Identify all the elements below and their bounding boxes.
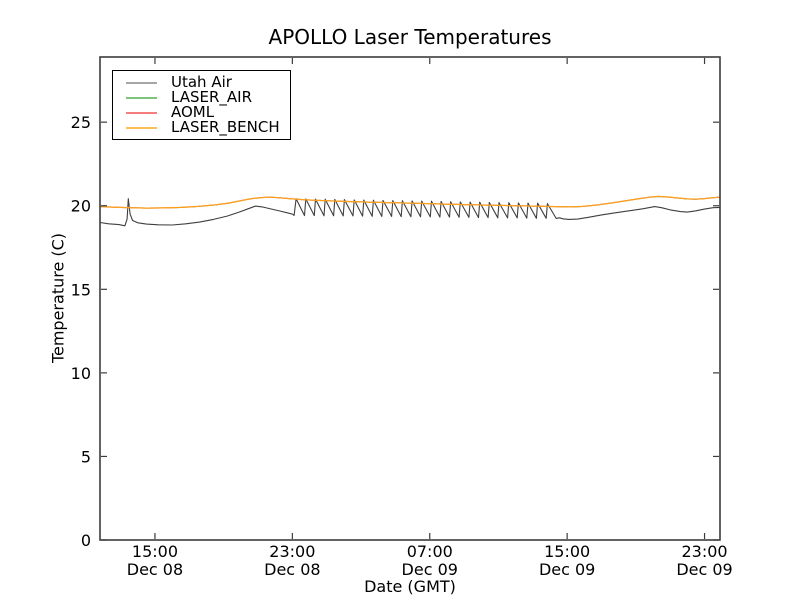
x-tick-label-date: Dec 08 [127, 560, 183, 579]
x-tick-label-time: 23:00 [681, 542, 727, 561]
x-tick-label-date: Dec 09 [402, 560, 458, 579]
y-tick-label: 10 [71, 364, 91, 383]
legend-label: LASER_BENCH [171, 118, 280, 136]
legend-box: Utah Air LASER_AIR AOML LASER_BENCH [112, 70, 291, 140]
y-tick-label: 0 [81, 531, 91, 550]
legend-label: AOML [171, 103, 215, 121]
legend-line-sample [126, 111, 157, 114]
legend-item-utah-air: Utah Air [119, 75, 284, 90]
x-tick-label-time: 15:00 [132, 542, 178, 561]
y-tick-label: 25 [71, 113, 91, 132]
legend-item-laser-air: LASER_AIR [119, 90, 284, 105]
y-tick-label: 20 [71, 197, 91, 216]
x-tick-label-time: 15:00 [544, 542, 590, 561]
x-tick-label-date: Dec 09 [539, 560, 595, 579]
y-tick-label: 5 [81, 447, 91, 466]
legend-label: Utah Air [171, 73, 232, 91]
axes-frame [99, 56, 721, 541]
legend-line-sample [126, 126, 157, 129]
legend-label: LASER_AIR [171, 88, 252, 106]
y-tick-label: 15 [71, 280, 91, 299]
legend-item-aoml: AOML [119, 105, 284, 120]
legend-line-sample [126, 81, 157, 84]
chart-title: APOLLO Laser Temperatures [268, 25, 552, 49]
x-tick-label-date: Dec 09 [676, 560, 732, 579]
legend-line-sample [126, 96, 157, 99]
x-tick-label-date: Dec 08 [264, 560, 320, 579]
series-line-laser-bench [99, 195, 721, 209]
x-tick-label-time: 07:00 [407, 542, 453, 561]
x-axis-label: Date (GMT) [364, 577, 456, 596]
legend-item-laser-bench: LASER_BENCH [119, 120, 284, 135]
y-axis-label: Temperature (C) [48, 232, 68, 364]
x-tick-label-time: 23:00 [269, 542, 315, 561]
series-line-utah-air [99, 198, 721, 227]
